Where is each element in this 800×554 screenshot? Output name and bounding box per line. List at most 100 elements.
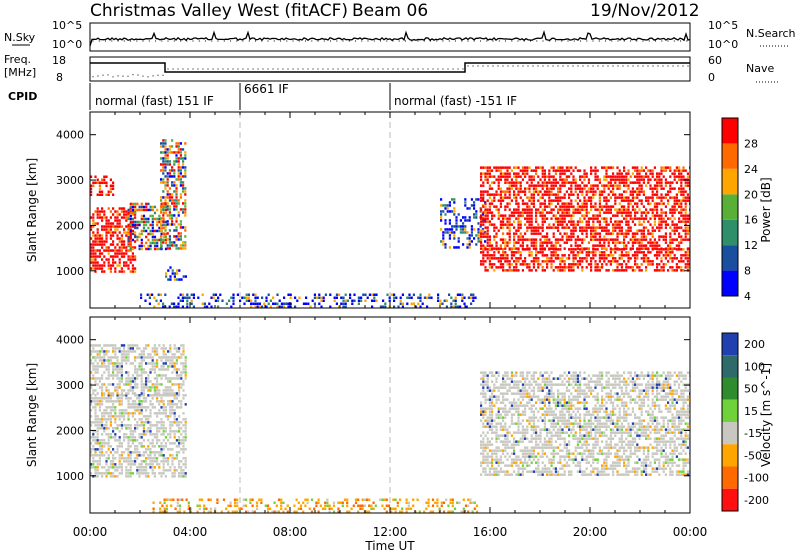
- y-tick-label: 1000: [56, 265, 84, 278]
- cpid-segment-2: 6661 IF: [244, 82, 289, 96]
- colorbar-tick-label: -100: [744, 472, 769, 485]
- y-tick-label: 3000: [56, 379, 84, 392]
- velocity-axes: 1000 2000 3000 4000: [56, 317, 691, 513]
- velocity-colorbar-label: Velocity [m s^-1]: [759, 363, 773, 467]
- beam-label: Beam 06: [352, 1, 428, 21]
- nsky-tick-top: 10^5: [52, 19, 82, 32]
- nave-tick-top: 60: [708, 54, 722, 67]
- colorbar-swatch-3: [722, 194, 738, 220]
- colorbar-swatch-6: [722, 118, 738, 144]
- freq-tick-bottom: 8: [56, 71, 63, 84]
- colorbar-swatch-4: [722, 168, 738, 195]
- velocity-heatmap-data: [90, 317, 690, 513]
- power-colorbar: 4 8 12 16 20 24 28: [721, 117, 758, 303]
- scatter-region-0: [90, 394, 187, 478]
- nave-tick-bottom: 0: [708, 71, 715, 84]
- nsky-tick-bottom: 10^0: [52, 38, 82, 51]
- plot-title: Christmas Valley West (fitACF): [90, 1, 348, 21]
- colorbar-swatch-0: [722, 270, 738, 296]
- colorbar-tick-label: 200: [744, 338, 765, 351]
- freq-panel-frame: [89, 56, 691, 82]
- power-heatmap-data: [90, 112, 690, 308]
- scatter-region-7: [480, 248, 690, 272]
- nsky-trace: [89, 29, 691, 47]
- scatter-region-3: [480, 371, 690, 476]
- date-label: 19/Nov/2012: [590, 1, 700, 21]
- cpid-segment-1: normal (fast) 151 IF: [95, 94, 214, 108]
- freq-series-line: [90, 62, 690, 73]
- scatter-region-2: [127, 202, 168, 251]
- colorbar-swatch-2: [722, 377, 738, 400]
- scatter-region-1: [90, 344, 187, 395]
- colorbar-tick-label: -200: [744, 494, 769, 507]
- colorbar-tick-label: -15: [744, 427, 762, 440]
- nsky-series-line: [89, 29, 691, 47]
- scatter-region-6: [440, 198, 487, 249]
- colorbar-swatch-0: [722, 333, 738, 356]
- colorbar-swatch-5: [722, 143, 738, 169]
- colorbar-tick-label: 28: [744, 137, 758, 150]
- time-axis-label: Time UT: [364, 539, 415, 553]
- colorbar-swatch-2: [722, 219, 738, 246]
- colorbar-tick-label: 24: [744, 163, 758, 176]
- nsky-label: N.Sky: [4, 31, 36, 44]
- cpid-label: CPID: [8, 90, 37, 103]
- scatter-region-0: [90, 207, 137, 273]
- nsearch-tick-bottom: 10^0: [708, 38, 738, 51]
- colorbar-tick-label: 20: [744, 188, 758, 201]
- power-axes: 1000 2000 3000 4000: [56, 112, 691, 308]
- velocity-colorbar: 200 100 50 15 -15 -50 -100 -200: [721, 332, 769, 512]
- x-tick-label: 08:00: [273, 525, 308, 539]
- colorbar-swatch-7: [722, 488, 738, 511]
- scatter-region-2: [152, 498, 479, 513]
- colorbar-tick-label: 4: [744, 290, 751, 303]
- nsearch-tick-top: 10^5: [708, 19, 738, 32]
- scatter-region-8: [480, 166, 690, 250]
- nsky-panel-frame: [89, 22, 691, 52]
- velocity-panel-frame: [89, 316, 691, 514]
- cpid-segment-3: normal (fast) -151 IF: [394, 94, 517, 108]
- x-tick-label: 04:00: [173, 525, 208, 539]
- scatter-region-3: [160, 139, 187, 250]
- colorbar-tick-label: 8: [744, 265, 751, 278]
- colorbar-swatch-5: [722, 444, 738, 467]
- y-tick-label: 4000: [56, 334, 84, 347]
- y-tick-label: 4000: [56, 129, 84, 142]
- x-tick-label: 16:00: [473, 525, 508, 539]
- power-ylabel: Slant Range [km]: [25, 158, 39, 262]
- power-colorbar-label: Power [dB]: [759, 177, 773, 242]
- colorbar-tick-label: 15: [744, 405, 758, 418]
- x-tick-label: 12:00: [373, 525, 408, 539]
- x-tick-label: 00:00: [673, 525, 708, 539]
- scatter-region-1: [90, 175, 115, 196]
- colorbar-swatch-4: [722, 422, 738, 445]
- nave-label: Nave: [746, 62, 774, 75]
- freq-trace: [90, 62, 690, 78]
- colorbar-frame: [721, 117, 739, 297]
- y-tick-label: 2000: [56, 424, 84, 437]
- nave-series-dots: [92, 65, 689, 78]
- freq-label: Freq.: [4, 53, 31, 66]
- colorbar-tick-label: -50: [744, 449, 762, 462]
- y-tick-label: 2000: [56, 219, 84, 232]
- nsearch-label: N.Search: [746, 27, 796, 40]
- y-tick-label: 1000: [56, 470, 84, 483]
- colorbar-frame: [721, 332, 739, 512]
- colorbar-tick-label: 16: [744, 214, 758, 227]
- freq-unit-label: [MHz]: [4, 66, 36, 79]
- colorbar-tick-label: 12: [744, 239, 758, 252]
- time-axis-ticks: 00:00 04:00 08:00 12:00 16:00 20:00 00:00: [73, 525, 708, 539]
- scatter-region-4: [165, 266, 187, 281]
- colorbar-swatch-1: [722, 245, 738, 271]
- colorbar-tick-label: 100: [744, 360, 765, 373]
- y-tick-label: 3000: [56, 174, 84, 187]
- colorbar-swatch-3: [722, 399, 738, 422]
- colorbar-swatch-6: [722, 466, 738, 489]
- scatter-region-5: [140, 293, 477, 308]
- freq-tick-top: 18: [52, 54, 66, 67]
- x-tick-label: 20:00: [573, 525, 608, 539]
- colorbar-swatch-1: [722, 355, 738, 378]
- velocity-ylabel: Slant Range [km]: [25, 363, 39, 467]
- x-tick-label: 00:00: [73, 525, 108, 539]
